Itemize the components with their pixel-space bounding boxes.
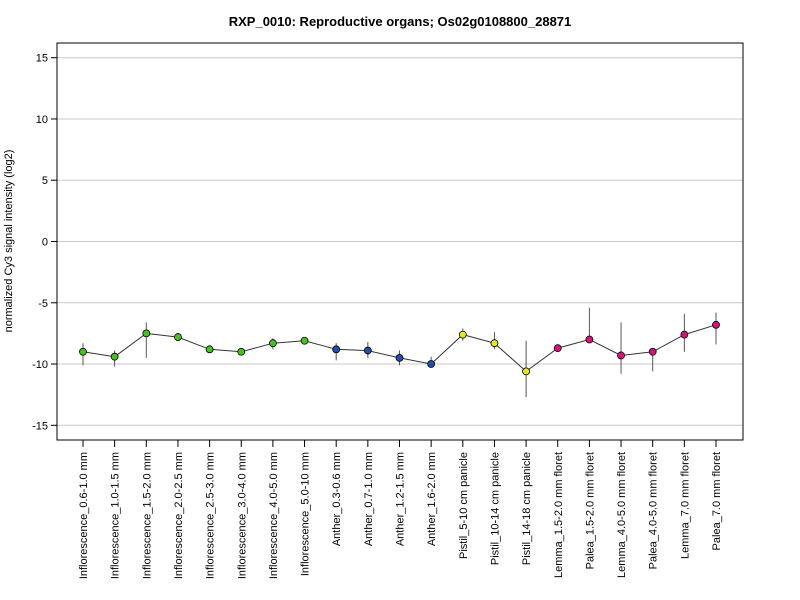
y-tick-label: -10	[32, 359, 48, 371]
data-point	[522, 367, 530, 376]
data-point	[490, 339, 499, 348]
data-point	[237, 347, 246, 356]
x-tick-label: Anther_0.3-0.6 mm	[331, 452, 343, 546]
x-tick-label: Pistil_10-14 cm panicle	[489, 452, 501, 565]
data-point	[617, 351, 625, 360]
x-tick-label: Pistil_14-18 cm panicle	[521, 452, 533, 565]
data-point	[427, 360, 436, 368]
y-tick-label: 5	[42, 175, 48, 187]
x-tick-label: Inflorescence_2.5-3.0 mm	[205, 452, 217, 579]
x-tick-label: Palea_7.0 mm floret	[711, 452, 723, 550]
data-point	[458, 330, 467, 339]
data-point	[332, 345, 341, 354]
data-point	[79, 347, 87, 356]
x-tick-label: Pistil_5-10 cm panicle	[458, 452, 470, 559]
x-tick-label: Inflorescence_2.0-2.5 mm	[173, 452, 185, 579]
data-point	[585, 335, 594, 344]
x-tick-label: Anther_0.7-1.0 mm	[363, 452, 375, 546]
x-tick-label: Lemma_1.5-2.0 mm floret	[553, 452, 565, 578]
x-tick-label: Inflorescence_4.0-5.0 mm	[268, 452, 280, 579]
x-axis: Inflorescence_0.6-1.0 mm Inflorescence_1.…	[78, 440, 723, 579]
chart-title: RXP_0010: Reproductive organs; Os02g0108…	[229, 14, 572, 29]
data-point	[395, 354, 404, 362]
data-point	[300, 336, 309, 345]
data-point	[648, 347, 657, 356]
x-tick-label: Inflorescence_3.0-4.0 mm	[236, 452, 248, 579]
data-point	[268, 339, 277, 348]
y-tick-label: 10	[36, 114, 48, 126]
x-tick-label: Lemma_7.0 mm floret	[679, 452, 691, 559]
data-point	[110, 352, 119, 361]
data-point	[142, 329, 151, 338]
y-axis: -15 -10 -5 0 5 10 15	[32, 53, 57, 432]
x-tick-label: Inflorescence_0.6-1.0 mm	[78, 452, 90, 579]
x-tick-label: Anther_1.2-1.5 mm	[395, 452, 407, 546]
x-tick-label: Inflorescence_1.0-1.5 mm	[110, 452, 122, 579]
series-layer	[79, 307, 720, 398]
x-tick-label: Anther_1.6-2.0 mm	[426, 452, 438, 546]
y-axis-label: normalized Cy3 signal intensity (log2)	[3, 150, 15, 333]
data-point	[680, 330, 689, 339]
x-tick-label: Inflorescence_1.5-2.0 mm	[141, 452, 153, 579]
y-tick-label: 0	[42, 237, 48, 249]
x-tick-label: Palea_1.5-2.0 mm floret	[584, 452, 596, 569]
y-tick-label: 15	[36, 53, 48, 65]
grid-layer	[57, 57, 743, 426]
x-tick-label: Inflorescence_5.0-10 mm	[300, 452, 312, 576]
data-point	[174, 333, 182, 341]
data-point	[712, 320, 720, 329]
y-tick-label: -5	[38, 298, 48, 310]
y-tick-label: -15	[32, 420, 48, 432]
data-point	[363, 346, 372, 355]
x-tick-label: Palea_4.0-5.0 mm floret	[648, 452, 660, 569]
data-point	[205, 345, 214, 354]
x-tick-label: Lemma_4.0-5.0 mm floret	[616, 452, 628, 578]
data-point	[553, 344, 562, 353]
